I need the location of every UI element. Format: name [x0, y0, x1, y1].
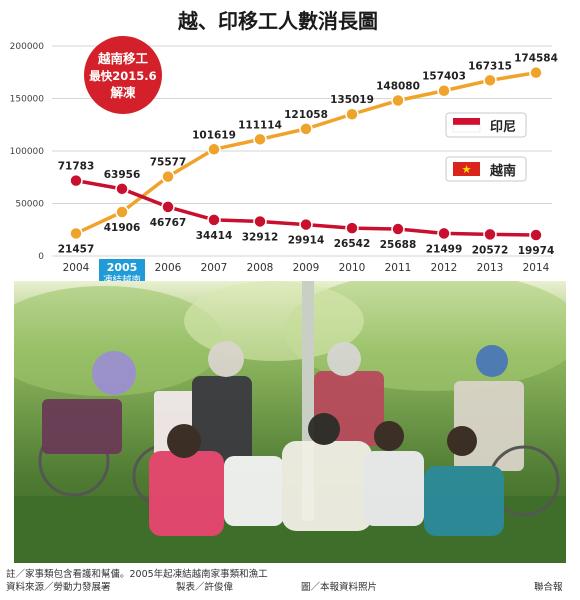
data-label: 157403	[422, 71, 466, 83]
data-point	[529, 228, 543, 242]
data-label: 29914	[288, 235, 325, 247]
data-point	[345, 221, 359, 235]
vietnam-flag-icon	[453, 162, 480, 176]
data-label: 21499	[426, 243, 463, 255]
y-tick-label: 150000	[10, 95, 45, 105]
footer-publisher: 聯合報	[534, 582, 563, 593]
data-point	[483, 73, 497, 88]
x-tick-label: 2008	[247, 262, 274, 274]
data-label: 41906	[104, 222, 141, 234]
footer-credits: 註／家事類包含看護和幫傭。2005年起凍結越南家事類和漁工 資料來源／勞動力發展…	[6, 568, 574, 598]
data-label: 21457	[58, 243, 95, 255]
data-point	[299, 122, 313, 136]
legend-item-indonesia: 印尼	[445, 112, 527, 138]
data-label: 20572	[472, 244, 509, 256]
data-label: 25688	[380, 239, 417, 251]
x-tick-label: 2005	[107, 261, 138, 274]
data-label: 34414	[196, 230, 233, 242]
footer-producer: 製表／許俊偉	[176, 582, 234, 593]
data-point	[253, 132, 267, 147]
data-point	[483, 227, 497, 242]
footer-source: 資料來源／勞動力發展署	[6, 582, 111, 593]
data-point	[207, 213, 221, 227]
x-tick-label: 2011	[385, 262, 412, 274]
callout-line-2: 最快2015.6	[89, 69, 156, 83]
data-point	[437, 226, 451, 241]
legend-item-vietnam: ★ 越南	[445, 156, 527, 182]
data-point	[161, 169, 175, 184]
x-tick-label: 2012	[431, 262, 458, 274]
data-point	[529, 65, 543, 80]
y-tick-label: 100000	[10, 147, 45, 157]
footer-photo-credit: 圖／本報資料照片	[301, 582, 378, 593]
highlight-year-box	[99, 259, 145, 282]
x-tick-label: 2004	[63, 262, 90, 274]
x-tick-label: 2010	[339, 262, 366, 274]
data-label: 71783	[58, 161, 95, 173]
data-label: 135019	[330, 94, 374, 106]
data-label: 174584	[514, 53, 558, 65]
data-point	[69, 173, 83, 188]
data-label: 32912	[242, 231, 279, 243]
legend-label-indonesia: 印尼	[490, 120, 516, 135]
highlight-note: 凍結越南	[103, 274, 141, 282]
data-point	[115, 182, 129, 196]
data-point	[207, 142, 221, 157]
data-point	[391, 222, 405, 236]
data-label: 101619	[192, 129, 236, 141]
data-point	[253, 214, 267, 229]
callout-line-1: 越南移工	[97, 51, 149, 66]
data-point	[437, 83, 451, 98]
data-label: 19974	[518, 245, 555, 257]
data-label: 121058	[284, 109, 328, 121]
y-tick-label: 50000	[15, 200, 44, 210]
data-point	[391, 93, 405, 108]
data-point	[299, 217, 313, 232]
indonesia-flag-icon	[453, 118, 480, 125]
y-tick-label: 200000	[10, 42, 45, 52]
legend-label-vietnam: 越南	[489, 163, 516, 179]
data-point	[115, 205, 129, 219]
data-label: 75577	[150, 157, 187, 169]
data-point	[345, 107, 359, 121]
x-tick-label: 2007	[201, 262, 228, 274]
callout-badge: 越南移工 最快2015.6 解凍	[84, 36, 162, 114]
y-tick-label: 0	[38, 252, 44, 262]
data-point	[69, 226, 83, 241]
data-label: 26542	[334, 238, 371, 250]
callout-line-3: 解凍	[110, 85, 136, 100]
data-label: 63956	[104, 169, 141, 181]
photo-migrant-caregivers	[14, 281, 566, 563]
x-tick-label: 2014	[523, 262, 550, 274]
data-label: 148080	[376, 81, 420, 93]
data-label: 167315	[468, 60, 512, 72]
data-label: 46767	[150, 217, 187, 229]
data-point	[161, 200, 175, 214]
footer-note: 註／家事類包含看護和幫傭。2005年起凍結越南家事類和漁工	[6, 569, 268, 580]
svg-text:★: ★	[462, 163, 472, 176]
data-label: 111114	[238, 119, 282, 131]
x-tick-label: 2009	[293, 262, 320, 274]
line-chart: 越、印移工人數消長圖 0 50000 100000 150000 200000 2004…	[10, 9, 558, 282]
x-tick-label: 2013	[477, 262, 504, 274]
x-tick-label: 2006	[155, 262, 182, 274]
chart-title: 越、印移工人數消長圖	[177, 9, 378, 33]
